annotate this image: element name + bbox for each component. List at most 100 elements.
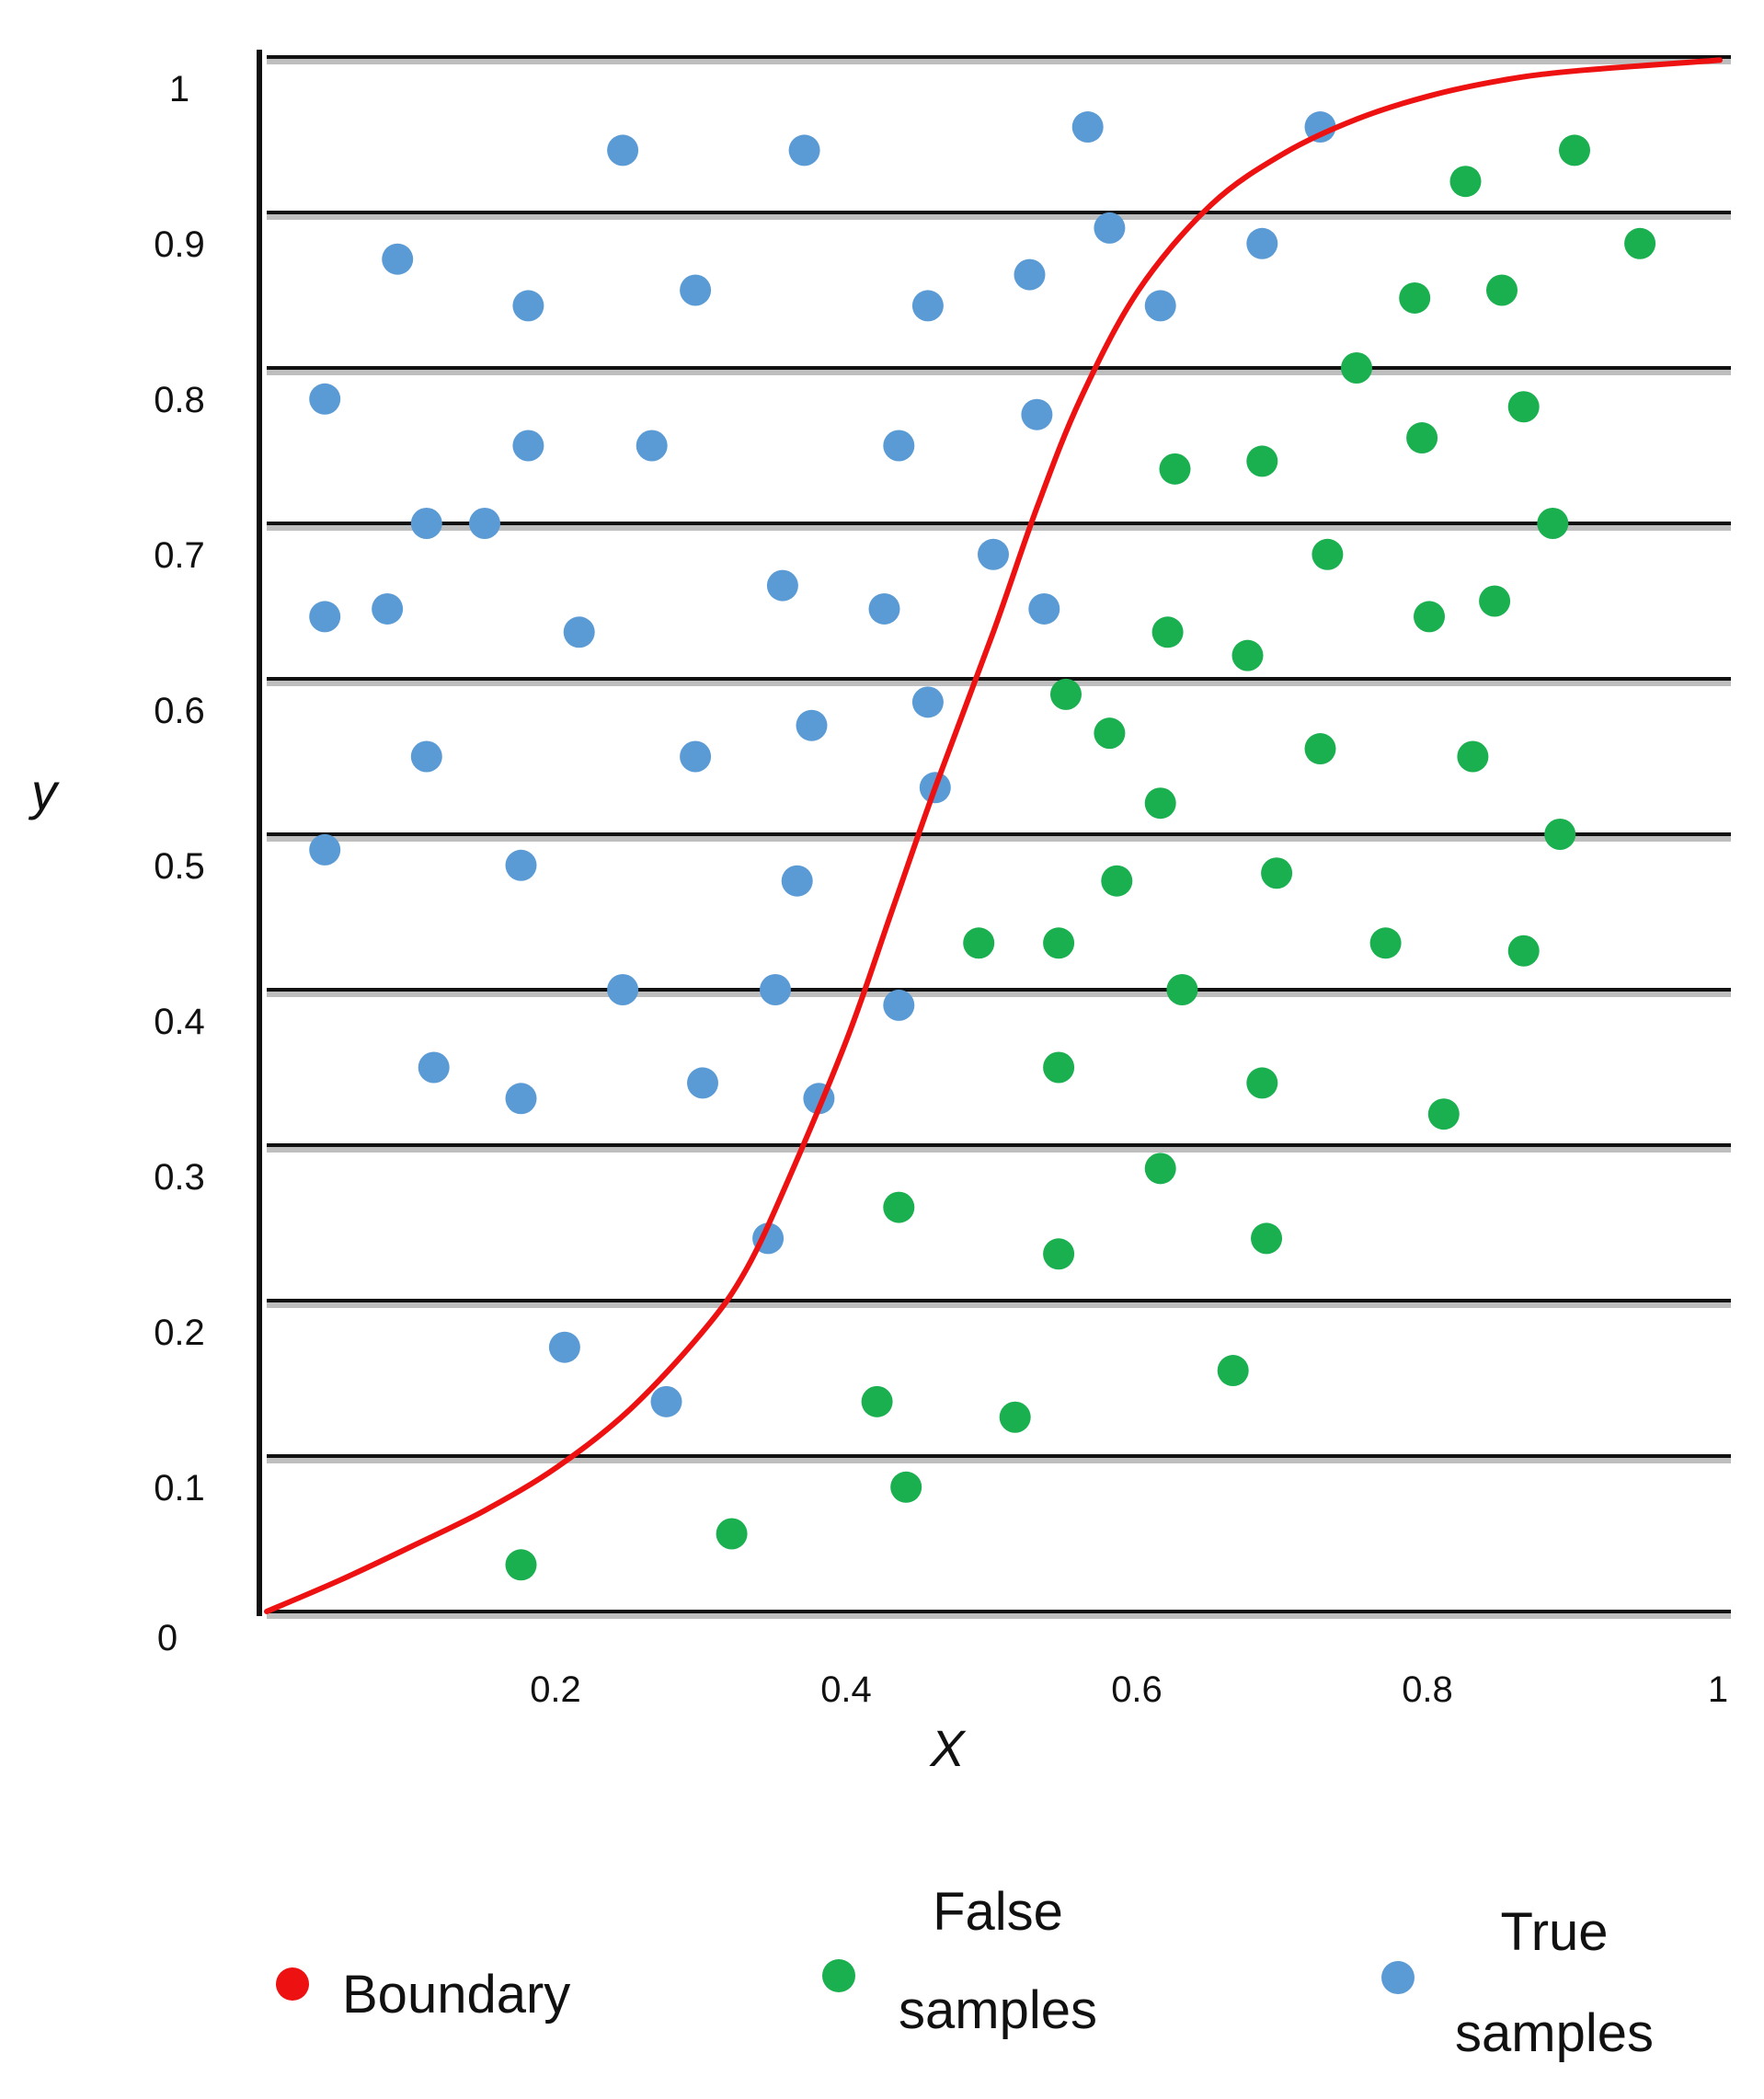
- true-sample-point: [563, 616, 595, 648]
- legend-label: Boundary: [342, 1965, 570, 2024]
- false-sample-point: [1166, 974, 1198, 1005]
- gridlines: [267, 55, 1731, 1619]
- true-sample-point: [607, 134, 639, 166]
- false-sample-point: [1341, 352, 1372, 384]
- y-tick-label: 0: [157, 1618, 178, 1658]
- legend: Boundary False samples True samples: [276, 1882, 1654, 2063]
- true-sample-point: [911, 686, 944, 718]
- true-sample-point: [788, 134, 820, 166]
- false-sample-point: [1486, 274, 1518, 306]
- x-axis-label: X: [928, 1719, 967, 1777]
- series: [264, 57, 1723, 1614]
- false-sample-point: [1507, 935, 1540, 967]
- true-sample-point: [607, 974, 639, 1005]
- false-sample-point: [1144, 787, 1176, 820]
- true-sample-point: [1021, 398, 1053, 430]
- y-tick-label: 0.9: [154, 224, 205, 265]
- true-sample-point: [372, 592, 404, 625]
- false-sample-point: [1144, 1153, 1176, 1185]
- y-tick-label: 0.8: [154, 380, 205, 420]
- true-sample-point: [650, 1385, 682, 1417]
- series-true-samples: [309, 111, 1336, 1417]
- true-sample-point: [680, 740, 712, 773]
- false-sample-point: [1457, 740, 1489, 773]
- legend-label: samples: [899, 1980, 1097, 2040]
- true-sample-point: [883, 430, 915, 462]
- true-sample-point: [309, 383, 341, 415]
- true-sample-point: [1071, 111, 1104, 143]
- true-sample-point: [309, 833, 341, 866]
- y-tick-label: 0.4: [154, 1002, 205, 1042]
- legend-item-boundary: Boundary: [276, 1965, 570, 2024]
- true-sample-point: [796, 709, 828, 741]
- true-sample-point: [548, 1331, 580, 1363]
- false-sample-point: [1094, 717, 1126, 750]
- false-sample-point: [1159, 453, 1191, 485]
- true-sample-point: [636, 430, 668, 462]
- y-axis-label: y: [28, 763, 60, 820]
- legend-label: samples: [1455, 2003, 1654, 2063]
- true-sample-point: [680, 274, 712, 306]
- false-sample-point: [1399, 281, 1431, 314]
- true-sample-point: [760, 974, 791, 1005]
- x-tick-label: 0.2: [530, 1669, 581, 1710]
- false-sample-point: [1369, 927, 1402, 959]
- false-sample-point: [999, 1401, 1031, 1433]
- legend-marker-false-samples: [822, 1959, 855, 1992]
- false-sample-point: [1544, 819, 1576, 850]
- false-sample-point: [1449, 166, 1482, 198]
- false-sample-point: [1043, 1051, 1075, 1084]
- false-sample-point: [861, 1385, 893, 1417]
- true-sample-point: [505, 849, 537, 881]
- true-sample-point: [410, 740, 442, 773]
- false-sample-point: [1507, 391, 1540, 423]
- false-sample-point: [963, 927, 995, 959]
- legend-label: True: [1500, 1902, 1608, 1962]
- true-sample-point: [978, 538, 1009, 570]
- false-sample-point: [1251, 1222, 1283, 1255]
- false-sample-point: [1537, 508, 1569, 539]
- true-sample-point: [1014, 258, 1046, 291]
- true-sample-point: [781, 865, 813, 897]
- boundary-curve: [264, 57, 1723, 1614]
- false-sample-point: [883, 1191, 915, 1223]
- y-tick-label: 0.6: [154, 691, 205, 731]
- legend-label: False: [933, 1882, 1063, 1942]
- false-sample-point: [716, 1518, 748, 1550]
- false-sample-point: [1559, 134, 1590, 166]
- false-sample-point: [505, 1549, 537, 1581]
- true-sample-point: [512, 430, 544, 462]
- legend-item-true-samples: True samples: [1381, 1902, 1654, 2063]
- false-sample-point: [1406, 422, 1438, 454]
- true-sample-point: [687, 1067, 718, 1099]
- x-tick-labels: 0.2 0.4 0.6 0.8 1: [530, 1669, 1728, 1710]
- false-sample-point: [1414, 601, 1445, 633]
- false-sample-point: [890, 1471, 922, 1503]
- true-sample-point: [1144, 290, 1176, 322]
- true-sample-point: [911, 290, 944, 322]
- true-sample-point: [1028, 592, 1060, 625]
- false-sample-point: [1101, 865, 1133, 897]
- false-sample-point: [1479, 585, 1511, 617]
- false-sample-point: [1217, 1355, 1249, 1387]
- true-sample-point: [1304, 111, 1336, 143]
- series-false-samples: [505, 134, 1656, 1581]
- false-sample-point: [1261, 857, 1293, 889]
- false-sample-point: [1427, 1098, 1460, 1130]
- true-sample-point: [1246, 227, 1278, 259]
- y-tick-labels: 0 0.1 0.2 0.3 0.4 0.5 0.6 0.7 0.8 0.9 1: [154, 69, 205, 1658]
- false-sample-point: [1151, 616, 1184, 648]
- true-sample-point: [868, 592, 900, 625]
- false-sample-point: [1231, 639, 1264, 671]
- true-sample-point: [469, 508, 500, 539]
- true-sample-point: [766, 569, 798, 602]
- y-tick-label: 0.3: [154, 1157, 205, 1198]
- true-sample-point: [382, 243, 414, 275]
- x-tick-label: 0.8: [1402, 1669, 1453, 1710]
- true-sample-point: [512, 290, 544, 322]
- false-sample-point: [1043, 1238, 1075, 1270]
- false-sample-point: [1043, 927, 1075, 959]
- y-tick-label: 0.2: [154, 1313, 205, 1353]
